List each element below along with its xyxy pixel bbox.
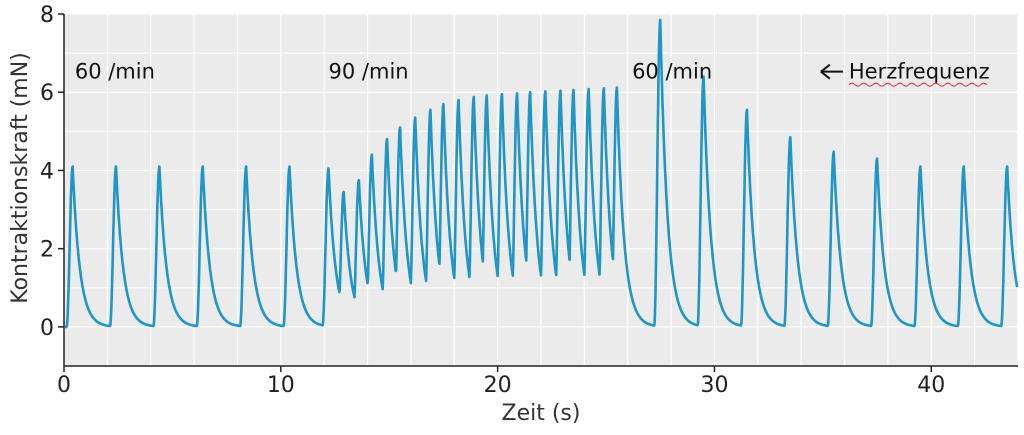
y-tick-labels: 0 2 4 6 8 bbox=[40, 3, 64, 341]
annotation-rate-label: 60 /min bbox=[632, 60, 712, 84]
x-axis-label: Zeit (s) bbox=[502, 401, 581, 426]
y-axis-label: Kontraktionskraft (mN) bbox=[8, 52, 33, 304]
annotation-heart-rate-label: Herzfrequenz bbox=[849, 60, 990, 84]
annotation-rate-label: 90 /min bbox=[329, 60, 409, 84]
y-tick-label: 2 bbox=[40, 238, 54, 263]
series-line-contraction-force bbox=[63, 18, 1019, 329]
x-tick-label: 10 bbox=[267, 373, 295, 398]
x-tick-label: 0 bbox=[57, 373, 71, 398]
x-tick-label: 20 bbox=[484, 373, 512, 398]
annotation-rate-label: 60 /min bbox=[75, 60, 155, 84]
x-tick-label: 40 bbox=[917, 373, 945, 398]
left-arrow-icon bbox=[820, 63, 843, 80]
x-tick-labels: 0 10 20 30 40 bbox=[57, 366, 945, 398]
x-tick-label: 30 bbox=[700, 373, 728, 398]
axes bbox=[63, 14, 1018, 367]
y-tick-label: 6 bbox=[40, 81, 54, 106]
y-tick-label: 0 bbox=[40, 316, 54, 341]
y-tick-label: 4 bbox=[40, 159, 54, 184]
y-tick-label: 8 bbox=[40, 3, 54, 28]
annotations: 60 /min 90 /min 60 /min Herzfrequenz bbox=[75, 60, 990, 87]
spellcheck-underline bbox=[848, 82, 988, 87]
